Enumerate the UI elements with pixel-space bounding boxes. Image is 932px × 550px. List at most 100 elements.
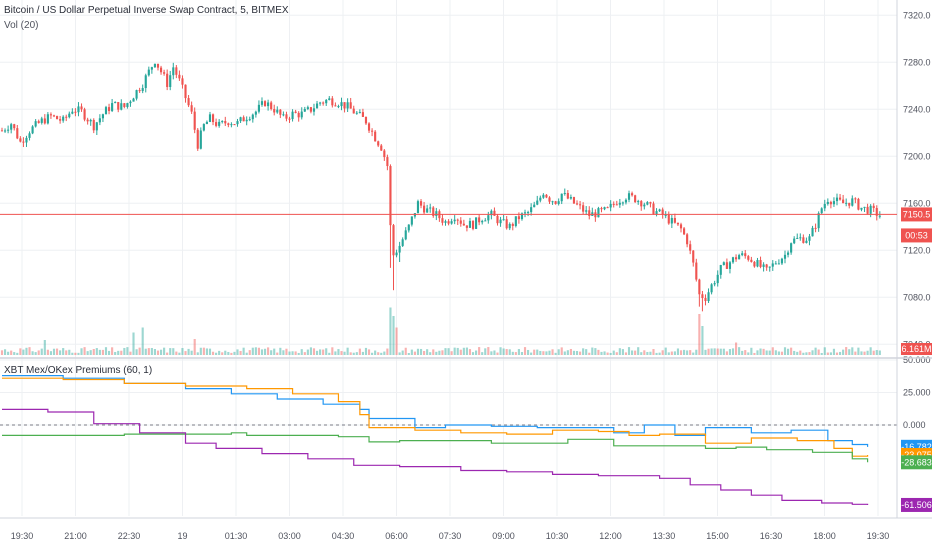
volume-bar: [780, 351, 784, 355]
volume-bar: [16, 352, 19, 355]
volume-bar: [835, 352, 839, 355]
volume-bar: [141, 327, 144, 355]
volume-bar: [377, 352, 380, 355]
volume-bar: [101, 349, 105, 355]
candle-body: [634, 195, 637, 203]
candle-body: [664, 214, 667, 216]
time-tick-label: 19:30: [11, 531, 34, 541]
volume-bar: [37, 350, 40, 355]
volume-bar: [838, 351, 842, 355]
time-tick-label: 07:30: [439, 531, 462, 541]
candle-body: [248, 119, 251, 121]
volume-bar: [178, 352, 181, 355]
volume-bar: [331, 347, 334, 355]
candle-body: [245, 119, 248, 122]
volume-bar: [869, 347, 872, 355]
volume-bar: [423, 350, 426, 355]
volume-bar: [471, 352, 475, 355]
volume-bar: [783, 347, 787, 355]
candle-body: [432, 207, 435, 216]
volume-bar: [184, 351, 187, 355]
candle-body: [731, 257, 735, 263]
volume-bar: [704, 349, 707, 355]
volume-bar: [777, 351, 780, 355]
volume-bar: [793, 350, 796, 355]
volume-bar: [713, 348, 716, 355]
time-tick-label: 19: [177, 531, 187, 541]
volume-bar: [104, 347, 108, 355]
volume-bar: [554, 352, 557, 355]
volume-bar: [71, 352, 74, 355]
volume-bar: [156, 350, 160, 355]
volume-bar: [805, 352, 808, 355]
candle-body: [306, 107, 309, 109]
candle-body: [646, 202, 649, 205]
volume-bar: [398, 352, 401, 355]
volume-bar: [89, 350, 92, 355]
candle-body: [95, 122, 98, 131]
candle-body: [331, 98, 334, 106]
candle-body: [747, 256, 750, 260]
candle-body: [637, 201, 640, 203]
candle-body: [77, 106, 80, 113]
candle-body: [374, 131, 377, 142]
volume-bar: [227, 351, 230, 355]
volume-bar: [239, 350, 242, 355]
volume-bar: [502, 348, 505, 355]
volume-bar: [517, 349, 520, 355]
candle-body: [28, 133, 31, 138]
volume-bar: [496, 352, 499, 355]
candle-body: [153, 63, 157, 68]
volume-bar: [325, 348, 328, 355]
candle-body: [481, 220, 484, 223]
candle-body: [312, 108, 316, 112]
candle-body: [741, 253, 744, 256]
candle-body: [230, 124, 233, 126]
volume-bar: [508, 349, 511, 355]
candle-body: [346, 102, 349, 109]
candle-body: [398, 245, 401, 253]
candle-body: [159, 67, 163, 73]
candle-body: [279, 109, 282, 115]
candle-body: [86, 119, 89, 122]
candle-body: [380, 145, 383, 151]
candle-body: [270, 102, 273, 110]
volume-bar: [62, 348, 65, 355]
candle-body: [419, 201, 423, 206]
candle-body: [490, 210, 493, 216]
volume-bar: [569, 348, 572, 355]
candle-body: [404, 230, 407, 240]
volume-bar: [22, 349, 25, 355]
volume-bar: [25, 347, 28, 355]
candle-body: [716, 274, 719, 284]
candle-body: [59, 119, 62, 121]
volume-bar: [218, 350, 221, 355]
candle-body: [218, 121, 221, 126]
candle-body: [267, 102, 270, 107]
candle-body: [211, 114, 215, 123]
candle-body: [854, 198, 857, 200]
candle-body: [7, 129, 10, 131]
candle-body: [208, 114, 212, 122]
candle-body: [508, 223, 511, 229]
candle-body: [196, 129, 199, 149]
volume-bar: [560, 347, 563, 355]
volume-bar: [401, 350, 404, 355]
volume-bar: [337, 349, 340, 355]
volume-bar: [135, 349, 138, 355]
volume-bar: [487, 347, 490, 355]
candle-body: [337, 106, 340, 108]
indicator-series-line: [2, 408, 869, 505]
volume-bar: [686, 350, 689, 355]
candle-body: [493, 210, 496, 216]
candle-body: [765, 264, 768, 268]
volume-bar: [533, 349, 536, 355]
candle-body: [37, 121, 40, 123]
volume-bar: [13, 352, 16, 355]
volume-bar: [202, 347, 205, 355]
volume-bar: [163, 347, 166, 355]
volume-bar: [215, 352, 218, 355]
candle-body: [144, 75, 147, 89]
volume-bar: [808, 352, 811, 355]
